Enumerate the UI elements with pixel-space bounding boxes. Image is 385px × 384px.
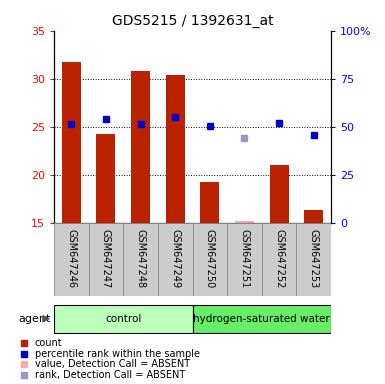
Text: agent: agent [19,314,51,324]
Bar [235,221,254,223]
Bar [54,223,89,296]
Bar [192,305,331,333]
Text: GSM647249: GSM647249 [170,228,180,288]
Text: GSM647248: GSM647248 [136,228,146,288]
Bar [296,223,331,296]
Text: percentile rank within the sample: percentile rank within the sample [35,349,200,359]
Bar [96,134,116,223]
Bar [131,71,150,223]
Bar [62,62,81,223]
Text: count: count [35,338,62,348]
Text: hydrogen-saturated water: hydrogen-saturated water [193,314,330,324]
Title: GDS5215 / 1392631_at: GDS5215 / 1392631_at [112,14,273,28]
Text: GSM647252: GSM647252 [274,228,284,288]
Text: rank, Detection Call = ABSENT: rank, Detection Call = ABSENT [35,370,185,380]
Bar [192,223,227,296]
Bar [227,223,262,296]
Text: value, Detection Call = ABSENT: value, Detection Call = ABSENT [35,359,190,369]
Text: GSM647246: GSM647246 [66,228,76,288]
Text: GSM647253: GSM647253 [309,228,319,288]
Bar [54,305,192,333]
Bar [89,223,123,296]
Bar [166,75,185,223]
Bar [270,165,289,223]
Bar [262,223,296,296]
Bar [200,182,219,223]
Text: GSM647251: GSM647251 [239,228,249,288]
Text: GSM647250: GSM647250 [205,228,215,288]
Text: GSM647247: GSM647247 [101,228,111,288]
Bar [123,223,158,296]
Bar [304,210,323,223]
Bar [158,223,192,296]
Text: control: control [105,314,141,324]
